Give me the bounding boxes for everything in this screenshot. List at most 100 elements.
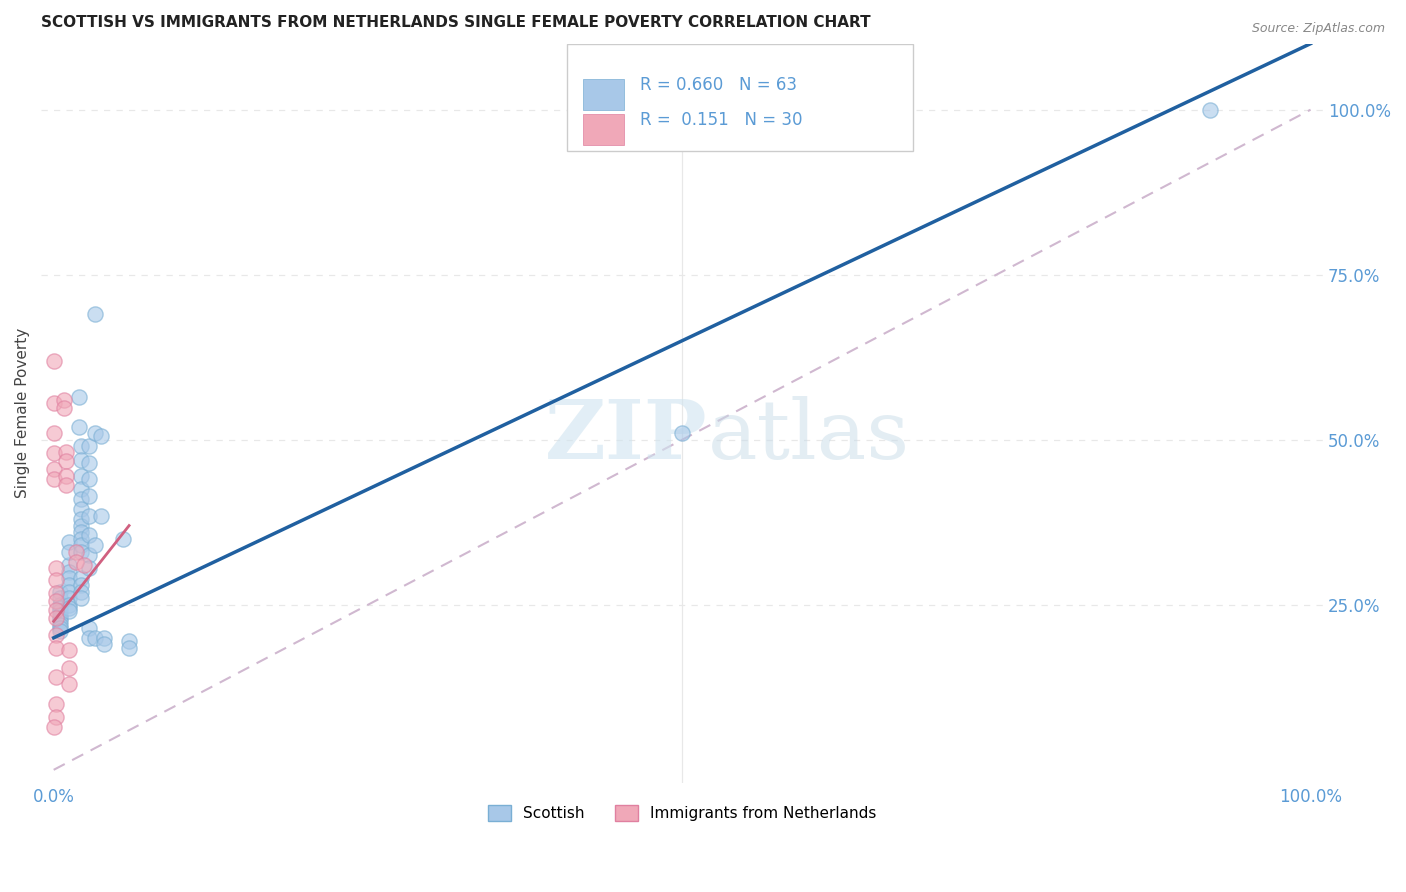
Point bbox=[49, 611, 72, 625]
Point bbox=[45, 573, 67, 587]
Point bbox=[45, 594, 67, 608]
Point bbox=[77, 456, 100, 470]
Point bbox=[70, 452, 93, 467]
Point bbox=[70, 439, 93, 453]
Point bbox=[45, 710, 67, 724]
Point bbox=[84, 426, 107, 441]
Point bbox=[77, 561, 100, 575]
Point bbox=[49, 584, 72, 599]
Point bbox=[45, 697, 67, 711]
Point bbox=[77, 439, 100, 453]
Point bbox=[77, 631, 100, 645]
Point bbox=[58, 604, 80, 618]
Text: Source: ZipAtlas.com: Source: ZipAtlas.com bbox=[1251, 22, 1385, 36]
Point bbox=[45, 561, 67, 575]
Point bbox=[70, 469, 93, 483]
Text: SCOTTISH VS IMMIGRANTS FROM NETHERLANDS SINGLE FEMALE POVERTY CORRELATION CHART: SCOTTISH VS IMMIGRANTS FROM NETHERLANDS … bbox=[41, 15, 870, 30]
Point bbox=[55, 444, 77, 458]
Point bbox=[77, 549, 100, 563]
Point bbox=[55, 454, 77, 468]
Point bbox=[49, 604, 72, 618]
Point bbox=[55, 469, 77, 483]
Point bbox=[90, 508, 112, 523]
Point bbox=[67, 419, 90, 434]
Point bbox=[49, 624, 72, 639]
Point bbox=[49, 621, 72, 635]
Point bbox=[49, 607, 72, 622]
Point bbox=[111, 532, 134, 546]
Point bbox=[52, 393, 75, 408]
Point bbox=[58, 660, 80, 674]
Text: R = 0.660   N = 63: R = 0.660 N = 63 bbox=[640, 77, 797, 95]
FancyBboxPatch shape bbox=[567, 44, 912, 151]
Point bbox=[67, 390, 90, 404]
Point bbox=[58, 565, 80, 579]
Point bbox=[93, 637, 115, 651]
Point bbox=[58, 545, 80, 559]
Point bbox=[45, 640, 67, 655]
Point bbox=[42, 426, 65, 441]
Text: ZIP: ZIP bbox=[546, 395, 707, 475]
Point bbox=[70, 518, 93, 533]
Point bbox=[58, 584, 80, 599]
Point bbox=[90, 429, 112, 443]
Point bbox=[118, 634, 141, 648]
Point bbox=[58, 642, 80, 657]
Point bbox=[49, 598, 72, 612]
Point bbox=[45, 586, 67, 600]
Point bbox=[1199, 103, 1222, 117]
Point bbox=[58, 677, 80, 691]
Point bbox=[70, 525, 93, 540]
Point bbox=[93, 631, 115, 645]
Point bbox=[70, 492, 93, 507]
Point bbox=[84, 538, 107, 552]
Point bbox=[70, 545, 93, 559]
Point bbox=[70, 578, 93, 592]
Point bbox=[45, 627, 67, 641]
Point bbox=[42, 462, 65, 476]
Point bbox=[55, 477, 77, 491]
Point bbox=[58, 578, 80, 592]
Point bbox=[84, 631, 107, 645]
Point bbox=[58, 598, 80, 612]
Bar bbox=[583, 78, 624, 110]
Point bbox=[49, 617, 72, 632]
Point bbox=[58, 601, 80, 615]
Point bbox=[49, 601, 72, 615]
Point bbox=[671, 426, 693, 441]
Bar bbox=[583, 113, 624, 145]
Point bbox=[70, 502, 93, 516]
Point bbox=[118, 640, 141, 655]
Point bbox=[58, 535, 80, 549]
Point bbox=[58, 571, 80, 585]
Legend: Scottish, Immigrants from Netherlands: Scottish, Immigrants from Netherlands bbox=[482, 799, 883, 827]
Point bbox=[70, 512, 93, 526]
Point bbox=[70, 591, 93, 606]
Point bbox=[70, 538, 93, 552]
Point bbox=[49, 591, 72, 606]
Point bbox=[77, 621, 100, 635]
Point bbox=[77, 528, 100, 542]
Point bbox=[65, 545, 87, 559]
Point bbox=[70, 532, 93, 546]
Point bbox=[77, 489, 100, 503]
Point bbox=[58, 558, 80, 573]
Point bbox=[70, 584, 93, 599]
Point bbox=[42, 720, 65, 734]
Y-axis label: Single Female Poverty: Single Female Poverty bbox=[15, 328, 30, 499]
Point bbox=[49, 615, 72, 629]
Point bbox=[52, 401, 75, 415]
Point bbox=[42, 446, 65, 460]
Point bbox=[77, 472, 100, 486]
Point bbox=[77, 508, 100, 523]
Point bbox=[73, 558, 96, 573]
Point bbox=[65, 555, 87, 569]
Point bbox=[70, 483, 93, 497]
Text: atlas: atlas bbox=[707, 395, 910, 475]
Point bbox=[42, 472, 65, 486]
Point bbox=[70, 571, 93, 585]
Point bbox=[45, 670, 67, 684]
Text: R =  0.151   N = 30: R = 0.151 N = 30 bbox=[640, 112, 803, 129]
Point bbox=[42, 396, 65, 410]
Point bbox=[45, 611, 67, 625]
